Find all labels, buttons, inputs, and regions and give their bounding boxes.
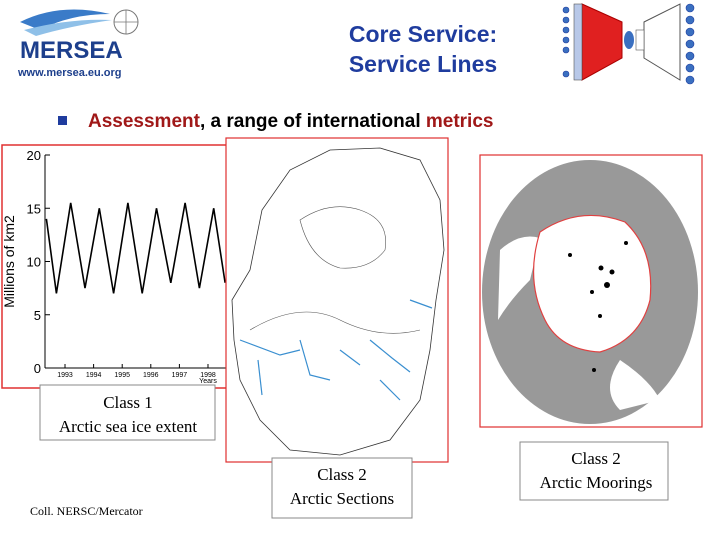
caption-box — [39, 384, 216, 441]
bullet-part: Assessment — [88, 111, 201, 132]
caption-line: Class 2 — [571, 449, 621, 468]
x-tick-label: 1997 — [172, 372, 188, 379]
y-axis-label: Millions of km2 — [1, 215, 17, 308]
logo-text: MERSEA — [20, 37, 123, 64]
pipeline-graphic — [562, 3, 695, 85]
moorings-map — [479, 154, 703, 428]
y-tick-label: 20 — [27, 148, 41, 163]
x-tick-label: 1996 — [143, 372, 159, 379]
sections-map — [225, 137, 449, 463]
x-axis-label: Years — [199, 378, 217, 385]
url: www.mersea.eu.org — [17, 67, 122, 79]
ice-extent-line — [45, 202, 226, 294]
caption-line: Arctic Moorings — [540, 473, 653, 492]
credit: Coll. NERSC/Mercator — [30, 504, 143, 518]
caption-line: Class 2 — [317, 465, 367, 484]
x-tick-label: 1994 — [86, 372, 102, 379]
logo: MERSEA — [20, 9, 139, 64]
chart-frame — [1, 144, 231, 389]
y-tick-label: 15 — [27, 201, 41, 216]
caption-line: Arctic Sections — [290, 489, 394, 508]
title-line: Service Lines — [349, 51, 497, 77]
y-tick-label: 5 — [34, 308, 41, 323]
bullet-marker — [58, 116, 67, 125]
x-tick-label: 1995 — [114, 372, 130, 379]
bullet-text: Assessment, a range of international met… — [88, 111, 493, 132]
caption-line: Arctic sea ice extent — [59, 417, 198, 436]
y-tick-label: 0 — [34, 361, 41, 376]
x-tick-label: 1998 — [200, 372, 216, 379]
caption-box — [519, 441, 669, 501]
bullet-part: metrics — [426, 111, 494, 132]
y-tick-label: 10 — [27, 255, 41, 270]
bullet-part: , a range of international — [200, 111, 426, 132]
x-tick-label: 1993 — [57, 372, 73, 379]
title-line: Core Service: — [349, 21, 497, 47]
caption-line: Class 1 — [103, 393, 153, 412]
caption-box — [271, 457, 413, 519]
